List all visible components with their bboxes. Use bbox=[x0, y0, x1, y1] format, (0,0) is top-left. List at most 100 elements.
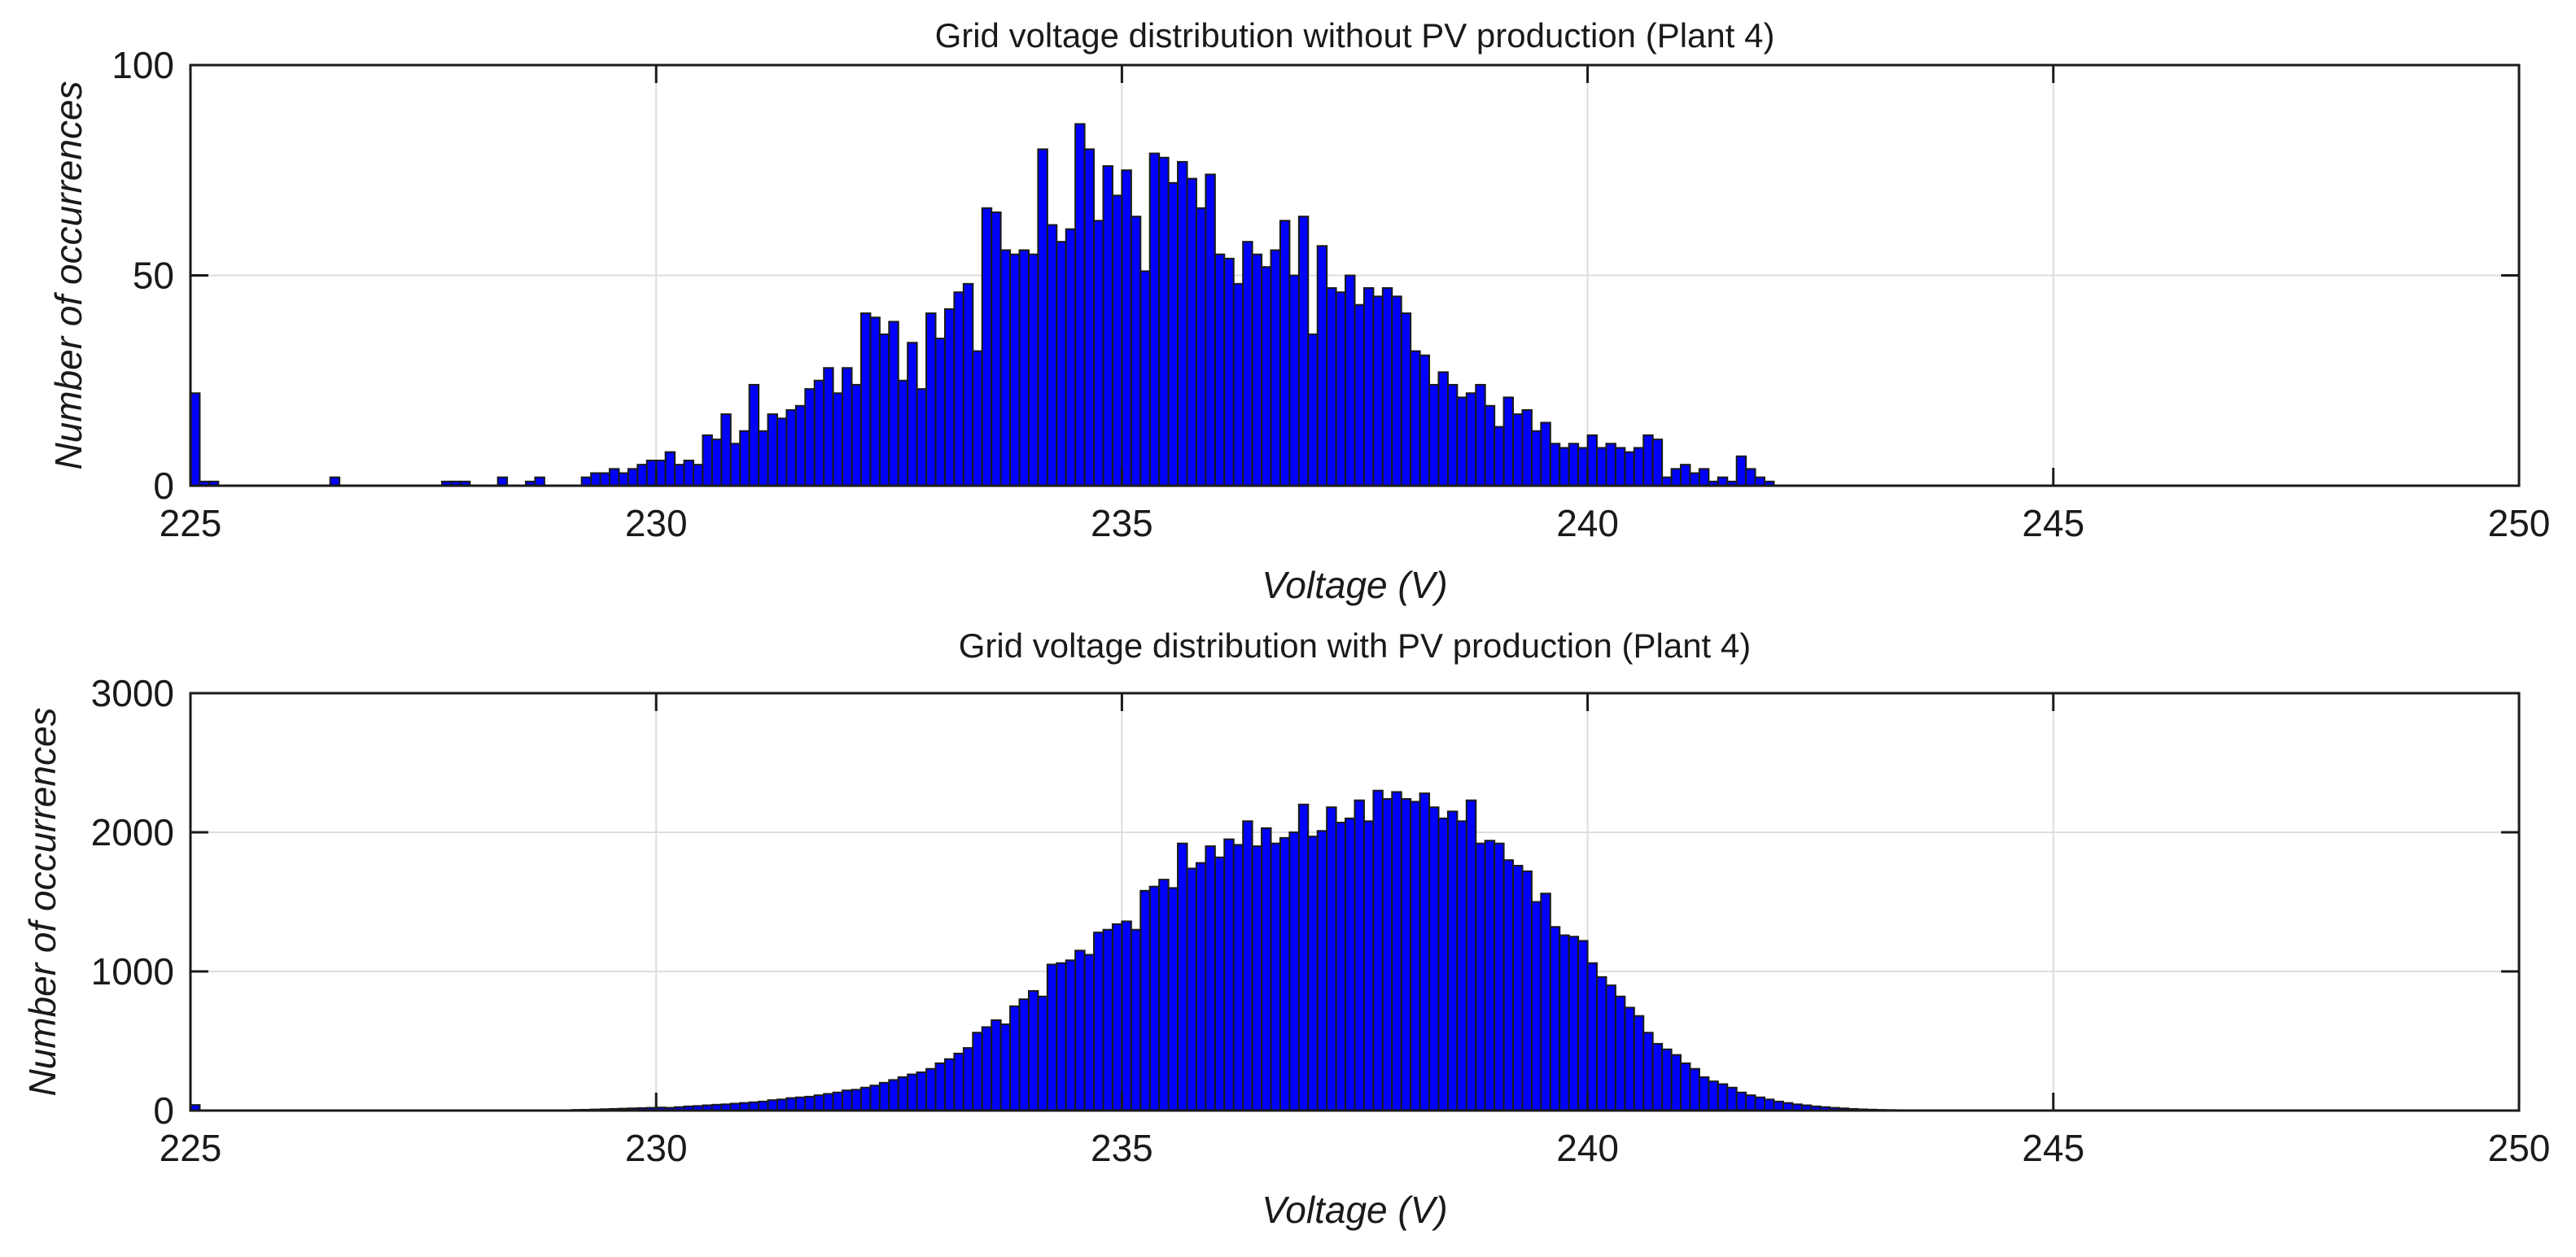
histogram-bar bbox=[1046, 224, 1058, 487]
histogram-bar bbox=[692, 464, 704, 487]
histogram-bar bbox=[1148, 885, 1161, 1111]
histogram-bar bbox=[1698, 1076, 1710, 1111]
histogram-bar bbox=[720, 413, 732, 487]
histogram-bar bbox=[1502, 396, 1515, 487]
histogram-bar bbox=[1232, 844, 1244, 1111]
histogram-bar bbox=[1195, 862, 1207, 1111]
histogram-bar bbox=[1279, 836, 1291, 1111]
histogram-bar bbox=[1261, 266, 1272, 487]
histogram-bar bbox=[943, 308, 956, 487]
histogram-bar bbox=[907, 1073, 918, 1112]
histogram-bar bbox=[1251, 253, 1263, 487]
histogram-bar bbox=[1205, 845, 1216, 1111]
histogram-bar bbox=[1205, 173, 1216, 487]
histogram-bar bbox=[925, 1067, 937, 1111]
histogram-bar bbox=[1381, 287, 1393, 487]
histogram-bar bbox=[1559, 934, 1570, 1112]
histogram-bar bbox=[1158, 879, 1170, 1111]
histogram-bar bbox=[1139, 889, 1151, 1111]
histogram-bar bbox=[674, 464, 685, 487]
histogram-bar bbox=[1596, 975, 1607, 1111]
histogram-bar bbox=[1027, 989, 1039, 1111]
histogram-bar bbox=[1670, 1054, 1682, 1111]
histogram-bar bbox=[1419, 354, 1431, 487]
histogram-bar bbox=[1167, 887, 1179, 1112]
histogram-bar bbox=[1121, 920, 1132, 1111]
histogram-bar bbox=[869, 316, 881, 487]
histogram-bar bbox=[739, 430, 750, 487]
y-tick-label: 0 bbox=[153, 1089, 174, 1132]
histogram-bar bbox=[1475, 842, 1486, 1112]
histogram-bar bbox=[842, 1089, 853, 1111]
y-tick-label: 0 bbox=[153, 465, 174, 507]
histogram-bar bbox=[981, 207, 993, 487]
histogram-bar bbox=[496, 476, 509, 487]
histogram-bar bbox=[1568, 936, 1580, 1111]
histogram-bar bbox=[776, 417, 788, 487]
histogram-bar bbox=[1214, 856, 1226, 1112]
histogram-bar bbox=[1326, 287, 1337, 487]
histogram-bar bbox=[1642, 1032, 1654, 1111]
histogram-bar bbox=[1586, 434, 1599, 487]
histogram-bar bbox=[1577, 940, 1589, 1111]
histogram-bar bbox=[1512, 865, 1524, 1112]
histogram-bar bbox=[1624, 451, 1635, 487]
histogram-bar bbox=[813, 379, 825, 487]
histogram-bar bbox=[1297, 216, 1310, 487]
histogram-bar bbox=[655, 459, 667, 487]
histogram-bar bbox=[1372, 295, 1384, 487]
histogram-bar bbox=[1056, 241, 1067, 487]
histogram-bar bbox=[1279, 220, 1291, 487]
histogram-bar bbox=[748, 383, 760, 487]
histogram-bar bbox=[934, 338, 946, 487]
histogram-bar bbox=[1745, 468, 1756, 487]
chart-title: Grid voltage distribution with PV produc… bbox=[959, 626, 1752, 665]
histogram-bar bbox=[1158, 156, 1170, 487]
histogram-bar bbox=[1288, 274, 1300, 487]
x-tick-label: 225 bbox=[160, 502, 222, 544]
histogram-bar bbox=[1494, 426, 1505, 487]
histogram-bar bbox=[1596, 447, 1607, 487]
histogram-bar bbox=[1074, 123, 1086, 487]
histogram-bar bbox=[943, 1058, 956, 1111]
histogram-bar bbox=[534, 476, 545, 487]
histogram-bar bbox=[1549, 443, 1561, 487]
histogram-bar bbox=[1223, 257, 1235, 487]
histogram-bar bbox=[1437, 817, 1449, 1112]
histogram-bar bbox=[580, 476, 593, 487]
histogram-bar bbox=[1111, 923, 1123, 1111]
histogram-bar bbox=[991, 1019, 1002, 1111]
x-axis-label: Voltage (V) bbox=[1262, 1189, 1447, 1231]
histogram-bar bbox=[897, 1076, 909, 1111]
histogram-bar bbox=[1195, 207, 1207, 487]
histogram-bar bbox=[1186, 177, 1197, 487]
histogram-bar bbox=[851, 383, 862, 487]
histogram-bar bbox=[1102, 928, 1113, 1111]
x-tick-label: 230 bbox=[625, 502, 688, 544]
histogram-bar bbox=[859, 1086, 872, 1112]
histogram-bar bbox=[972, 350, 983, 487]
histogram-bar bbox=[813, 1094, 825, 1111]
histogram-bar bbox=[599, 472, 610, 487]
histogram-bar bbox=[711, 439, 723, 487]
histogram-bar bbox=[888, 321, 899, 487]
histogram-bar bbox=[1614, 447, 1626, 487]
histogram-bar bbox=[1093, 932, 1104, 1111]
y-tick-label: 50 bbox=[133, 255, 174, 297]
histogram-bar bbox=[1345, 817, 1356, 1112]
histogram-bar bbox=[1177, 842, 1188, 1112]
histogram-bar bbox=[1270, 249, 1281, 487]
histogram-bar bbox=[1345, 274, 1356, 487]
histogram-bar bbox=[636, 464, 648, 487]
histogram-bar bbox=[916, 388, 928, 487]
histogram-bar bbox=[1484, 840, 1496, 1111]
axes-frame bbox=[189, 692, 2521, 1112]
histogram-bar bbox=[925, 312, 937, 487]
histogram-bar bbox=[794, 404, 807, 487]
histogram-bar bbox=[1735, 1091, 1747, 1112]
histogram-bar bbox=[1009, 253, 1021, 487]
histogram-bar bbox=[1242, 820, 1253, 1111]
histogram-bar bbox=[1027, 253, 1039, 487]
histogram-bar bbox=[1130, 216, 1142, 487]
